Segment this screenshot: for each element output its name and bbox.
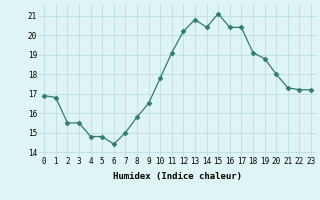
X-axis label: Humidex (Indice chaleur): Humidex (Indice chaleur): [113, 172, 242, 181]
